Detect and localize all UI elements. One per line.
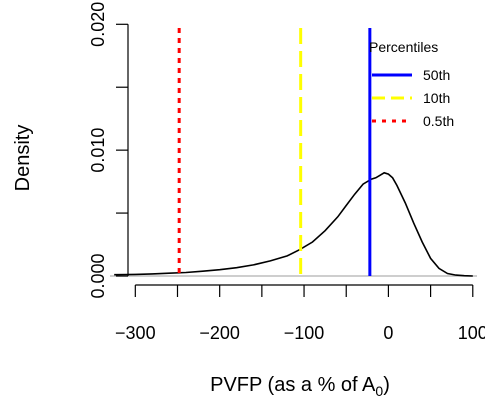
y-tick-label: 0.020	[88, 2, 108, 47]
x-axis-label-subscript: 0	[375, 383, 383, 399]
x-axis-label-close: )	[383, 374, 390, 396]
x-tick-label: −300	[115, 323, 156, 343]
x-tick-label: 100	[458, 323, 485, 343]
legend-label-0.5th: 0.5th	[423, 113, 454, 129]
x-tick-label: −200	[199, 323, 240, 343]
legend-items: 50th 10th 0.5th	[372, 67, 454, 129]
plot-area	[110, 28, 477, 277]
legend: Percentiles 50th 10th 0.5th	[369, 39, 454, 129]
legend-label-50th: 50th	[423, 67, 450, 83]
density-curve-0	[114, 171, 473, 277]
x-axis-label-main: PVFP (as a % of A	[210, 374, 376, 396]
axes: −300 −200 −100 0 100 0.000 0.010 0.020	[88, 2, 485, 343]
legend-title: Percentiles	[369, 39, 438, 55]
y-axis-label: Density	[12, 125, 34, 192]
legend-label-10th: 10th	[423, 90, 450, 106]
x-axis-label: PVFP (as a % of A0)	[210, 374, 390, 399]
y-tick-label: 0.000	[88, 253, 108, 298]
y-tick-label: 0.010	[88, 128, 108, 173]
x-tick-label: −100	[284, 323, 325, 343]
x-tick-label: 0	[383, 323, 393, 343]
